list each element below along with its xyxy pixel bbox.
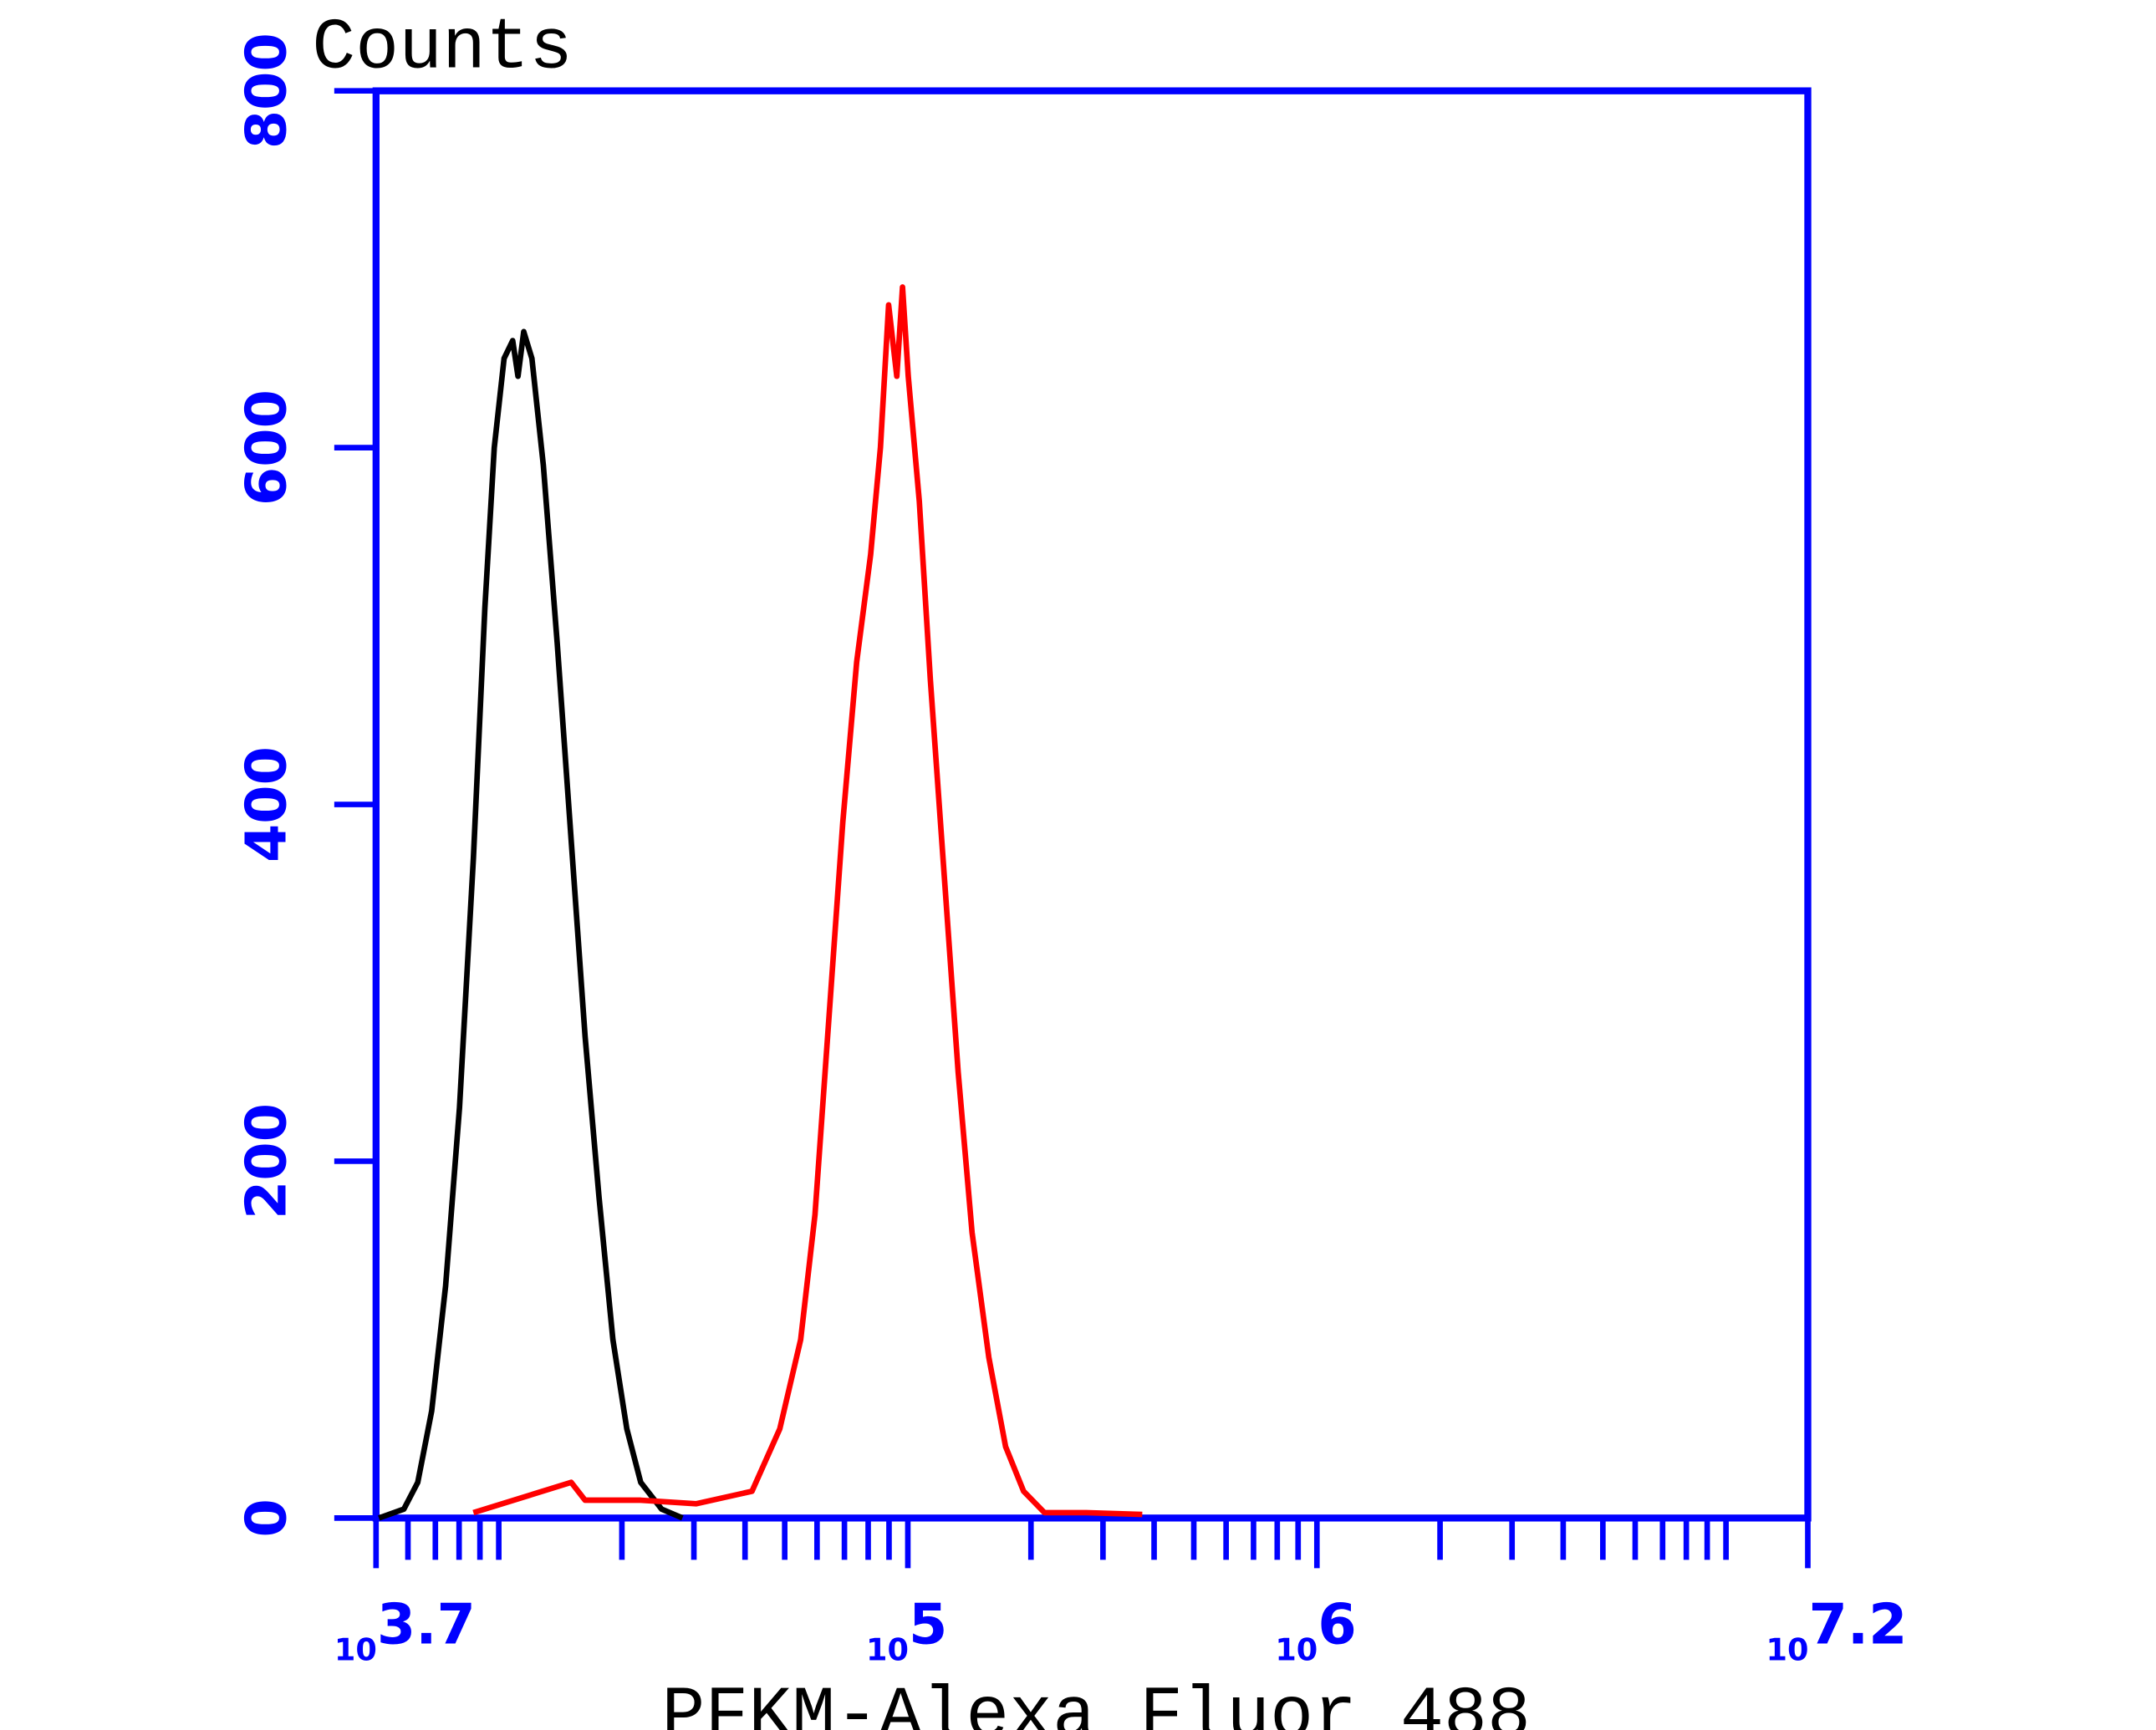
x-tick-base: 10: [1766, 1631, 1809, 1667]
x-axis-label: PFKM-Alexa Fluor 488: [661, 1676, 1531, 1730]
x-tick-exponent: 7.2: [1809, 1591, 1908, 1656]
x-tick-exponent: 3.7: [377, 1591, 476, 1656]
x-tick-label: 105: [866, 1591, 947, 1667]
y-tick-label: 0: [234, 1498, 299, 1537]
y-tick-label: 800: [234, 33, 299, 149]
plot-frame: [372, 87, 1812, 1522]
x-tick-base: 10: [1275, 1631, 1318, 1667]
y-axis-label: Counts: [312, 8, 573, 89]
x-tick-exponent: 5: [909, 1591, 947, 1656]
x-tick-label: 103.7: [334, 1591, 476, 1667]
series-line: [378, 328, 684, 1521]
x-tick-base: 10: [866, 1631, 909, 1667]
y-tick-label: 600: [234, 389, 299, 506]
y-tick-label: 400: [234, 746, 299, 862]
x-tick-label: 107.2: [1766, 1591, 1908, 1667]
x-tick-base: 10: [334, 1631, 377, 1667]
y-tick-label: 200: [234, 1103, 299, 1219]
x-tick-label: 106: [1275, 1591, 1356, 1667]
series-line: [472, 284, 1143, 1518]
x-tick-exponent: 6: [1318, 1591, 1356, 1656]
